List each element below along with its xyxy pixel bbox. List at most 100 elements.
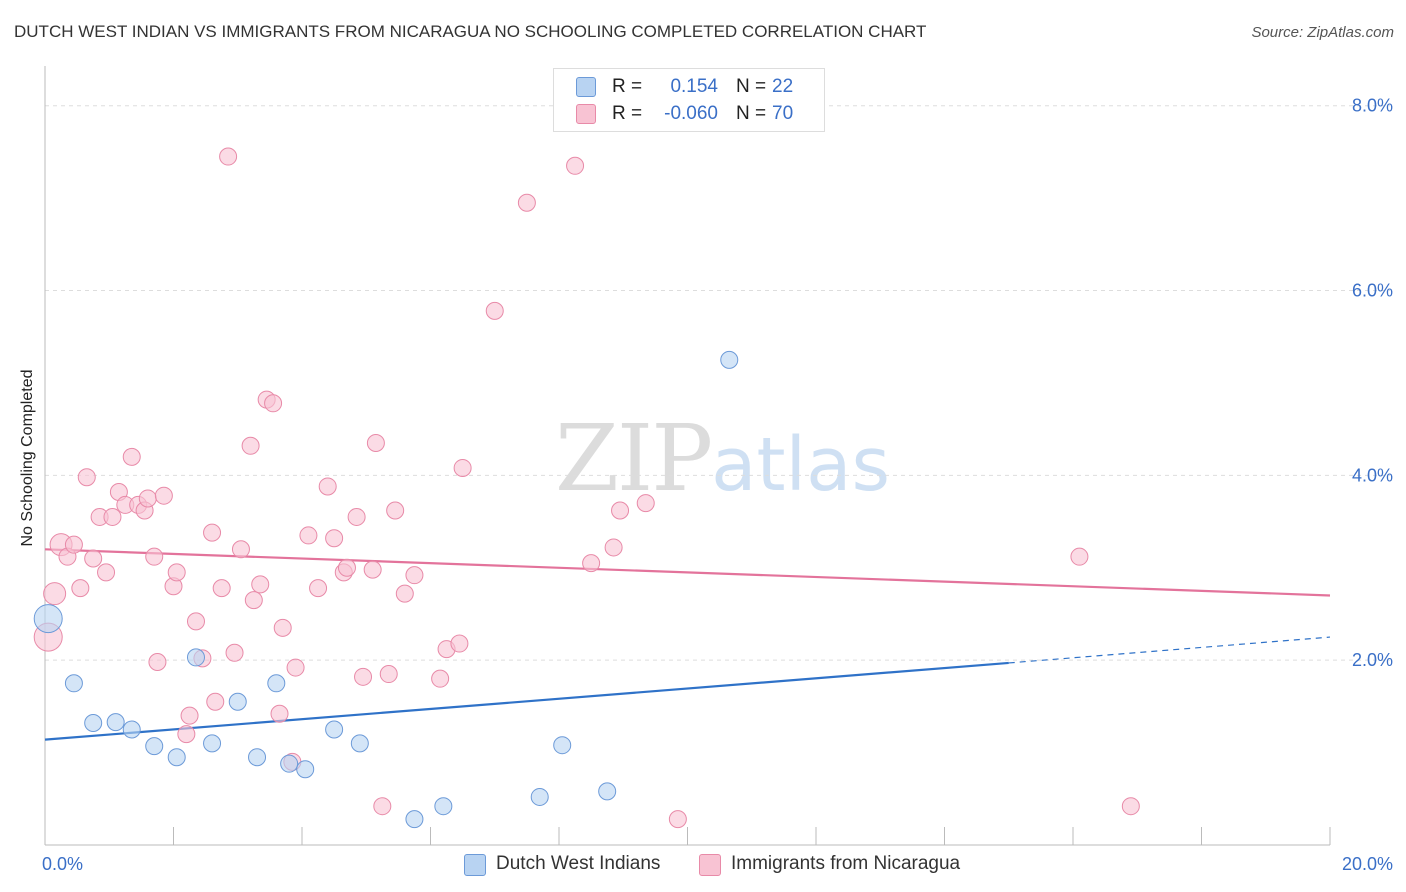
dutch-west-indians-point [106,713,125,732]
blue-swatch-icon [576,77,596,97]
dutch-west-indians-point [598,782,617,801]
immigrants-from-nicaragua-point [354,667,373,686]
dutch-west-indians-point [267,674,286,693]
immigrants-from-nicaragua-point [1070,547,1089,566]
immigrants-from-nicaragua-point [373,797,392,816]
dutch-west-indians-point [122,720,141,739]
dutch-west-indians-point [228,692,247,711]
immigrants-from-nicaragua-point [145,547,164,566]
immigrants-from-nicaragua-point [299,526,318,545]
dutch-west-indians-point [64,674,83,693]
dutch-west-indians-trendline-extension [1008,636,1331,664]
dutch-west-indians-point [553,736,572,755]
immigrants-from-nicaragua-point [71,579,90,598]
immigrants-from-nicaragua-point [325,529,344,548]
immigrants-from-nicaragua-point [264,394,283,413]
immigrants-from-nicaragua-point [636,494,655,513]
dutch-west-indians-point [296,760,315,779]
dutch-west-indians-point [405,810,424,829]
dutch-west-indians-point [325,720,344,739]
r-value: 0.154 [670,76,718,97]
dutch-west-indians-point [280,754,299,773]
pink-swatch-icon [576,104,596,124]
immigrants-from-nicaragua-point [138,489,157,508]
immigrants-from-nicaragua-point [84,549,103,568]
immigrants-from-nicaragua-point [273,618,292,637]
y-tick-label: 4.0% [1352,465,1393,485]
immigrants-from-nicaragua-point [453,458,472,477]
r-label: R = [612,76,643,97]
immigrants-from-nicaragua-point [363,560,382,579]
dutch-west-indians-point [84,714,103,733]
immigrants-from-nicaragua-point [231,540,250,559]
data-points [33,147,1140,829]
x-tick-label: 0.0% [42,854,83,874]
x-tick-label: 20.0% [1342,854,1393,874]
y-tick-label: 6.0% [1352,281,1393,301]
dutch-west-indians-point [186,648,205,667]
immigrants-from-nicaragua-point [485,301,504,320]
dutch-west-indians-trendline [44,661,1009,741]
r-label: R = [612,103,643,124]
y-tick-label: 8.0% [1352,96,1393,116]
immigrants-from-nicaragua-point [366,434,385,453]
tick-labels: 2.0% 4.0% 6.0% 8.0% 0.0% 20.0% [42,96,1393,874]
series-legend: Dutch West Indians Immigrants from Nicar… [0,852,1406,878]
trend-lines [44,548,1331,741]
grid-lines [45,105,1390,661]
immigrants-from-nicaragua-point [286,658,305,677]
immigrants-from-nicaragua-point [244,591,263,610]
r-value: -0.060 [664,103,718,124]
immigrants-from-nicaragua-point [270,704,289,723]
immigrants-from-nicaragua-point [212,579,231,598]
immigrants-from-nicaragua-point [97,563,116,582]
immigrants-from-nicaragua-point [167,563,186,582]
immigrants-from-nicaragua-point [148,653,167,672]
immigrants-from-nicaragua-point [386,501,405,520]
source-label: Source: ZipAtlas.com [1251,24,1394,41]
immigrants-from-nicaragua-point [203,523,222,542]
y-tick-label: 2.0% [1352,650,1393,670]
immigrants-from-nicaragua-point [122,447,141,466]
immigrants-from-nicaragua-trendline [44,548,1331,597]
axes [44,66,1331,846]
immigrants-from-nicaragua-point [64,535,83,554]
immigrants-from-nicaragua-point [103,507,122,526]
n-label: N = [736,76,767,97]
legend-row-dutch-west-indians: R = 0.154 N = 22 [554,74,824,100]
dutch-west-indians-point [350,734,369,753]
immigrants-from-nicaragua-point [318,477,337,496]
immigrants-from-nicaragua-point [604,538,623,557]
immigrants-from-nicaragua-point [186,612,205,631]
immigrants-from-nicaragua-point [379,665,398,684]
immigrants-from-nicaragua-point [668,810,687,829]
immigrants-from-nicaragua-point [241,436,260,455]
immigrants-from-nicaragua-point [206,692,225,711]
legend-label: Immigrants from Nicaragua [731,853,961,874]
watermark-zip: ZIP [555,405,713,512]
immigrants-from-nicaragua-point [77,468,96,487]
immigrants-from-nicaragua-point [180,706,199,725]
immigrants-from-nicaragua-point [347,507,366,526]
immigrants-from-nicaragua-point [177,725,196,744]
legend-row-immigrants-from-nicaragua: R = -0.060 N = 70 [554,101,824,127]
immigrants-from-nicaragua-point [219,147,238,166]
dutch-west-indians-point [203,734,222,753]
dutch-west-indians-point [530,787,549,806]
legend-label: Dutch West Indians [496,853,661,874]
immigrants-from-nicaragua-point [251,575,270,594]
blue-swatch-icon [464,854,486,876]
immigrants-from-nicaragua-point [225,643,244,662]
immigrants-from-nicaragua-point [337,558,356,577]
chart-title: DUTCH WEST INDIAN VS IMMIGRANTS FROM NIC… [14,22,927,41]
immigrants-from-nicaragua-point [450,634,469,653]
dutch-west-indians-point [248,748,267,767]
immigrants-from-nicaragua-point [611,501,630,520]
immigrants-from-nicaragua-point [431,669,450,688]
immigrants-from-nicaragua-point [43,582,67,606]
correlation-legend: R = 0.154 N = 22 R = -0.060 N = 70 [553,68,825,132]
immigrants-from-nicaragua-point [309,579,328,598]
n-value: 22 [772,76,794,97]
immigrants-from-nicaragua-point [154,486,173,505]
